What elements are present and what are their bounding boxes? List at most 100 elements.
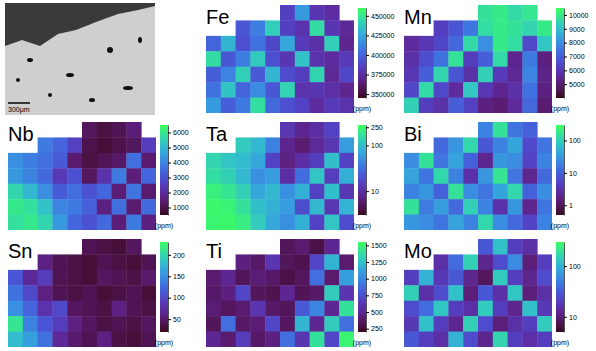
heatmap-cell — [448, 215, 463, 230]
colorbar-axis: 250500750100012501500 — [366, 242, 387, 332]
colorbar-tick-label: 250 — [371, 124, 383, 131]
heatmap-cell — [434, 82, 449, 98]
heatmap-cell — [493, 137, 508, 153]
heatmap-cell — [126, 254, 141, 270]
colorbar-tick: 500 — [366, 309, 383, 316]
heatmap-cell — [23, 153, 38, 169]
heatmap-cell — [508, 316, 523, 332]
colorbar — [556, 242, 564, 332]
heatmap-cell — [478, 98, 493, 113]
heatmap-cell — [67, 184, 82, 200]
heatmap-cell — [310, 215, 325, 230]
heatmap-cell — [250, 301, 265, 317]
heatmap-cell — [280, 51, 295, 67]
heatmap-cell — [448, 137, 463, 153]
heatmap-cell — [339, 301, 354, 317]
heatmap-cell — [463, 153, 478, 169]
heatmap-cell — [82, 215, 97, 230]
heatmap-cell — [463, 51, 478, 67]
heatmap-cell — [112, 184, 127, 200]
heatmap-cell — [404, 316, 419, 332]
heatmap-cell — [493, 5, 508, 21]
heatmap-cell — [537, 98, 552, 113]
heatmap-cell — [280, 316, 295, 332]
heatmap-cell — [67, 316, 82, 332]
colorbar-tick-label: 7000 — [569, 53, 585, 60]
heatmap-cell — [97, 153, 112, 169]
colorbar — [160, 125, 168, 215]
heatmap-cell — [537, 51, 552, 67]
heatmap-cell — [493, 239, 508, 255]
heatmap-cell — [38, 332, 53, 347]
heatmap-cell — [280, 5, 295, 21]
colorbar-label: (ppm) — [353, 222, 371, 230]
heatmap-cell — [265, 285, 280, 301]
colorbar-axis-line — [564, 126, 565, 216]
heatmap-cell — [324, 285, 339, 301]
heatmap-cell — [112, 285, 127, 301]
colorbar-tick-mark — [564, 70, 567, 71]
heatmap-cell — [52, 254, 67, 270]
heatmap-cell — [310, 168, 325, 184]
colorbar-label: (ppm) — [353, 105, 371, 113]
heatmap-cells — [404, 239, 552, 347]
heatmap-cell — [404, 332, 419, 347]
colorbar-tick-mark — [366, 145, 369, 146]
heatmap-cell — [221, 67, 236, 83]
panel: Mo10100(ppm) — [404, 239, 581, 347]
heatmap-cell — [67, 254, 82, 270]
heatmap-cell — [419, 153, 434, 169]
heatmap-cell — [236, 137, 251, 153]
colorbar-tick-mark — [168, 133, 171, 134]
heatmap-cell — [97, 316, 112, 332]
heatmap-cell — [82, 316, 97, 332]
heatmap-cell — [537, 332, 552, 347]
heatmap-cell — [522, 316, 537, 332]
heatmap-cell — [112, 199, 127, 215]
heatmap-cell — [280, 254, 295, 270]
panel-title: Ta — [206, 123, 228, 145]
colorbar-tick-label: 1000 — [173, 204, 189, 211]
heatmap-cell — [434, 98, 449, 113]
colorbar-tick-mark — [366, 94, 369, 95]
colorbar-tick-label: 8000 — [569, 39, 585, 46]
heatmap-cell — [206, 199, 221, 215]
heatmap-cell — [38, 270, 53, 286]
heatmap-cell — [206, 153, 221, 169]
colorbar-tick: 10 — [564, 314, 577, 321]
heatmap-cell — [448, 184, 463, 200]
heatmap-cell — [265, 36, 280, 52]
figure: 300μmFe350000375000400000425000450000(pp… — [0, 0, 596, 351]
heatmap-cell — [295, 254, 310, 270]
heatmap-cell — [478, 301, 493, 317]
heatmap-cell — [434, 270, 449, 286]
colorbar-axis-line — [366, 243, 367, 333]
heatmap-cell — [250, 36, 265, 52]
heatmap-cell — [478, 239, 493, 255]
heatmap-cell — [339, 36, 354, 52]
colorbar-tick: 100 — [366, 142, 383, 149]
colorbar-tick-label: 100 — [173, 294, 185, 301]
heatmap-cell — [280, 20, 295, 36]
heatmap-cell — [82, 332, 97, 347]
panel: Fe350000375000400000425000450000(ppm) — [206, 5, 394, 113]
heatmap-cell — [463, 285, 478, 301]
heatmap-cell — [295, 67, 310, 83]
colorbar-tick: 2000 — [168, 189, 189, 196]
colorbar-label: (ppm) — [551, 105, 569, 113]
heatmap-cell — [126, 285, 141, 301]
heatmap-cell — [23, 215, 38, 230]
heatmap-cell — [508, 199, 523, 215]
panel-title: Mo — [404, 240, 432, 262]
heatmap-cell — [250, 153, 265, 169]
heatmap-cell — [463, 36, 478, 52]
colorbar-tick-label: 250 — [371, 325, 383, 332]
heatmap-cell — [38, 137, 53, 153]
heatmap-cell — [493, 285, 508, 301]
heatmap-cell — [221, 51, 236, 67]
heatmap-cell — [82, 137, 97, 153]
colorbar-tick-label: 425000 — [371, 32, 394, 39]
heatmap-cell — [493, 122, 508, 138]
heatmap-cell — [493, 153, 508, 169]
heatmap-cell — [522, 332, 537, 347]
